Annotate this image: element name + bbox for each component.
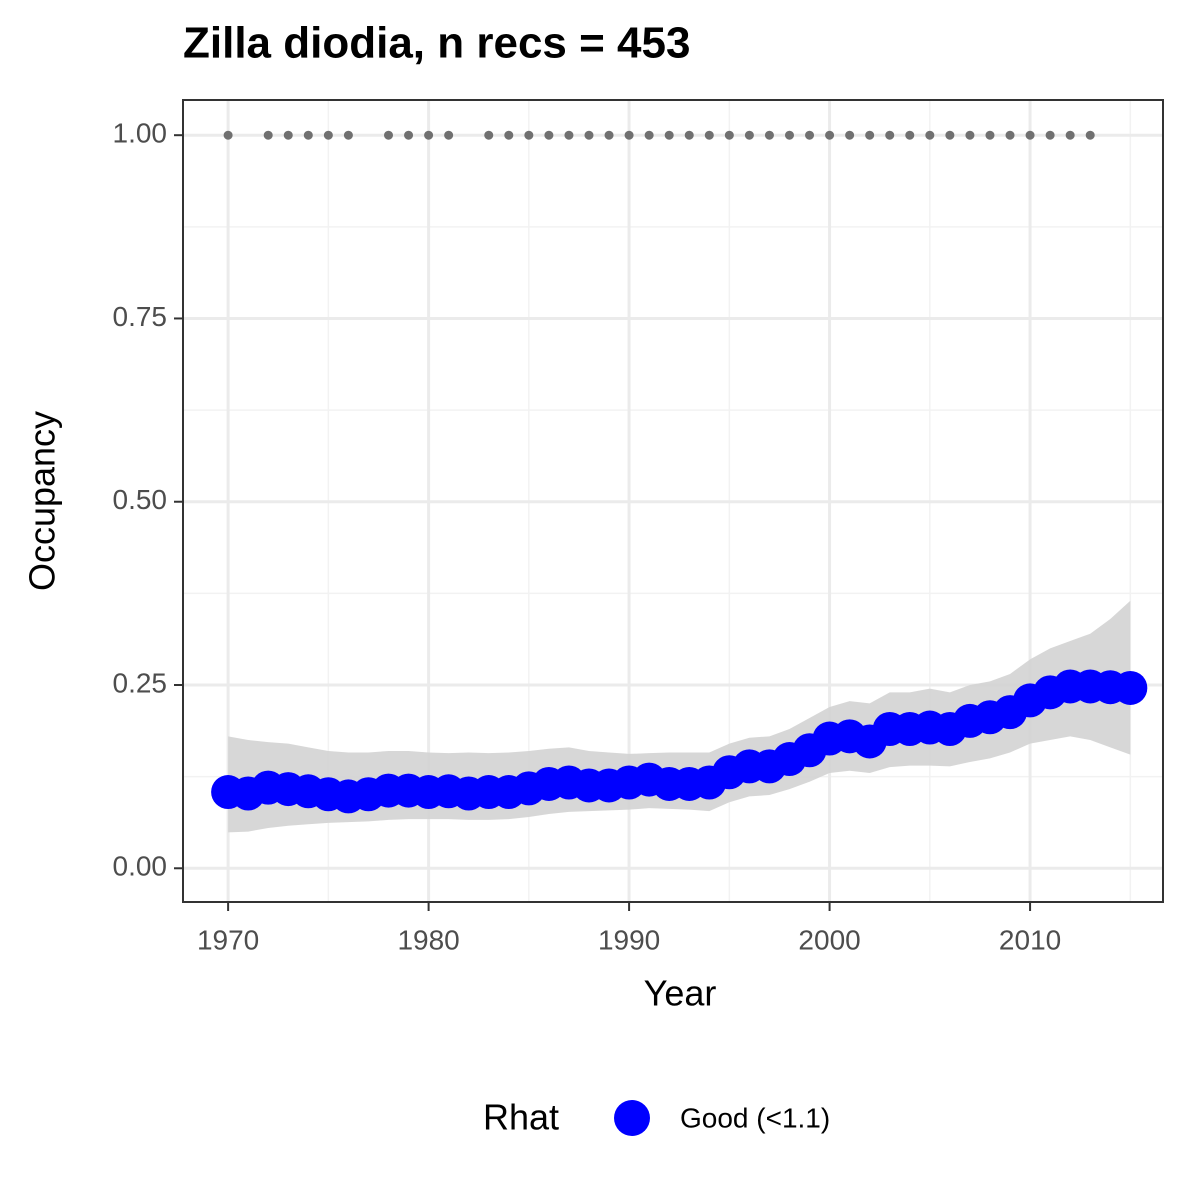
record-dot <box>1085 130 1095 140</box>
record-dot <box>825 130 835 140</box>
panel-border <box>182 99 1164 903</box>
record-dot <box>905 130 915 140</box>
record-dot <box>384 130 394 140</box>
record-dot <box>223 130 233 140</box>
record-dot <box>484 130 494 140</box>
record-dot <box>323 130 333 140</box>
record-dot <box>1005 130 1015 140</box>
record-dot <box>845 130 855 140</box>
y-tick-label: 0.00 <box>113 851 168 882</box>
record-dot <box>744 130 754 140</box>
record-dot <box>404 130 414 140</box>
x-tick-label: 1970 <box>197 924 259 955</box>
record-dot <box>865 130 875 140</box>
x-axis-title: Year <box>644 973 717 1014</box>
x-tick-label: 2010 <box>999 924 1061 955</box>
record-dot <box>885 130 895 140</box>
record-dot <box>684 130 694 140</box>
legend-marker <box>614 1100 650 1136</box>
point <box>1113 670 1148 705</box>
record-dot <box>805 130 815 140</box>
record-dot <box>343 130 353 140</box>
y-tick-label: 1.00 <box>113 118 168 149</box>
legend-title: Rhat <box>483 1097 559 1138</box>
y-axis-title: Occupancy <box>22 411 63 591</box>
record-dot <box>504 130 514 140</box>
record-dot <box>1025 130 1035 140</box>
record-dot <box>424 130 434 140</box>
record-dot <box>925 130 935 140</box>
record-dot <box>664 130 674 140</box>
record-dot <box>444 130 454 140</box>
record-dot <box>263 130 273 140</box>
record-dot <box>303 130 313 140</box>
record-dot <box>604 130 614 140</box>
legend-label: Good (<1.1) <box>680 1102 830 1133</box>
confidence-ribbon <box>228 600 1131 833</box>
record-dot <box>644 130 654 140</box>
x-tick-label: 1990 <box>598 924 660 955</box>
record-dot <box>784 130 794 140</box>
record-dot <box>704 130 714 140</box>
record-dot <box>524 130 534 140</box>
x-tick-label: 1980 <box>397 924 459 955</box>
chart-title: Zilla diodia, n recs = 453 <box>183 19 690 68</box>
record-dot <box>283 130 293 140</box>
record-dot <box>544 130 554 140</box>
y-tick-label: 0.75 <box>113 301 168 332</box>
y-tick-label: 0.25 <box>113 667 168 698</box>
record-dot <box>965 130 975 140</box>
record-dot <box>624 130 634 140</box>
x-tick-label: 2000 <box>798 924 860 955</box>
record-dot <box>724 130 734 140</box>
record-dot <box>945 130 955 140</box>
record-dot <box>584 130 594 140</box>
record-dot <box>1045 130 1055 140</box>
record-dot <box>985 130 995 140</box>
record-dot <box>1065 130 1075 140</box>
record-dot <box>764 130 774 140</box>
record-dot <box>564 130 574 140</box>
y-tick-label: 0.50 <box>113 484 168 515</box>
